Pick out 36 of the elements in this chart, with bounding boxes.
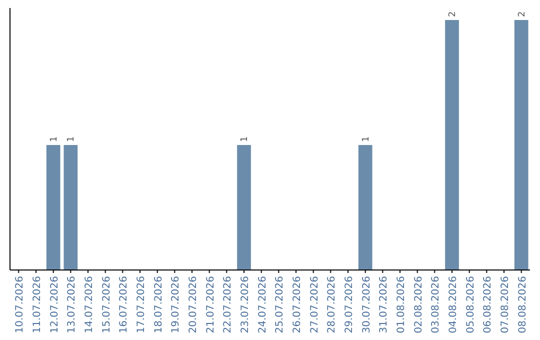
x-tick-label: 11.07.2026 <box>32 276 43 334</box>
x-tick-label: 19.07.2026 <box>170 276 182 334</box>
data-label: 2 <box>448 11 458 17</box>
x-tick-label: 07.08.2026 <box>500 276 511 334</box>
x-tick-label: 04.08.2026 <box>448 276 459 334</box>
data-label: 1 <box>66 136 77 142</box>
x-tick-label: 21.07.2026 <box>205 276 216 334</box>
x-tick-label: 15.07.2026 <box>101 276 112 334</box>
x-tick-label: 16.07.2026 <box>118 276 130 334</box>
x-tick-label: 25.07.2026 <box>274 276 286 334</box>
x-tick-label: 20.07.2026 <box>188 276 199 334</box>
x-tick-label: 14.07.2026 <box>84 276 95 334</box>
x-tick-label: 12.07.2026 <box>49 276 60 334</box>
x-tick-label: 13.07.2026 <box>66 276 78 334</box>
x-tick-label: 05.08.2026 <box>465 276 476 334</box>
x-tick-label: 26.07.2026 <box>292 276 303 334</box>
x-tick-label: 31.07.2026 <box>378 276 390 334</box>
x-tick-label: 24.07.2026 <box>257 276 268 334</box>
data-label: 1 <box>361 136 372 142</box>
x-tick-label: 06.08.2026 <box>482 276 494 334</box>
x-tick-label: 22.07.2026 <box>222 276 234 334</box>
x-tick-label: 29.07.2026 <box>344 276 355 334</box>
x-tick-label: 18.07.2026 <box>153 276 164 334</box>
x-tick-label: 03.08.2026 <box>430 276 442 334</box>
x-tick-label: 17.07.2026 <box>136 276 147 334</box>
x-tick-label: 01.08.2026 <box>396 276 407 334</box>
x-tick-label: 30.07.2026 <box>361 276 372 334</box>
x-tick-label: 23.07.2026 <box>240 276 251 334</box>
x-tick-label: 28.07.2026 <box>326 276 338 334</box>
x-tick-label: 08.08.2026 <box>517 276 528 334</box>
data-label: 1 <box>240 136 250 142</box>
x-tick-label: 10.07.2026 <box>14 276 26 334</box>
x-tick-label: 02.08.2026 <box>413 276 424 334</box>
x-tick-label: 27.07.2026 <box>309 276 320 334</box>
data-label: 2 <box>517 11 528 17</box>
data-label: 1 <box>49 136 60 142</box>
